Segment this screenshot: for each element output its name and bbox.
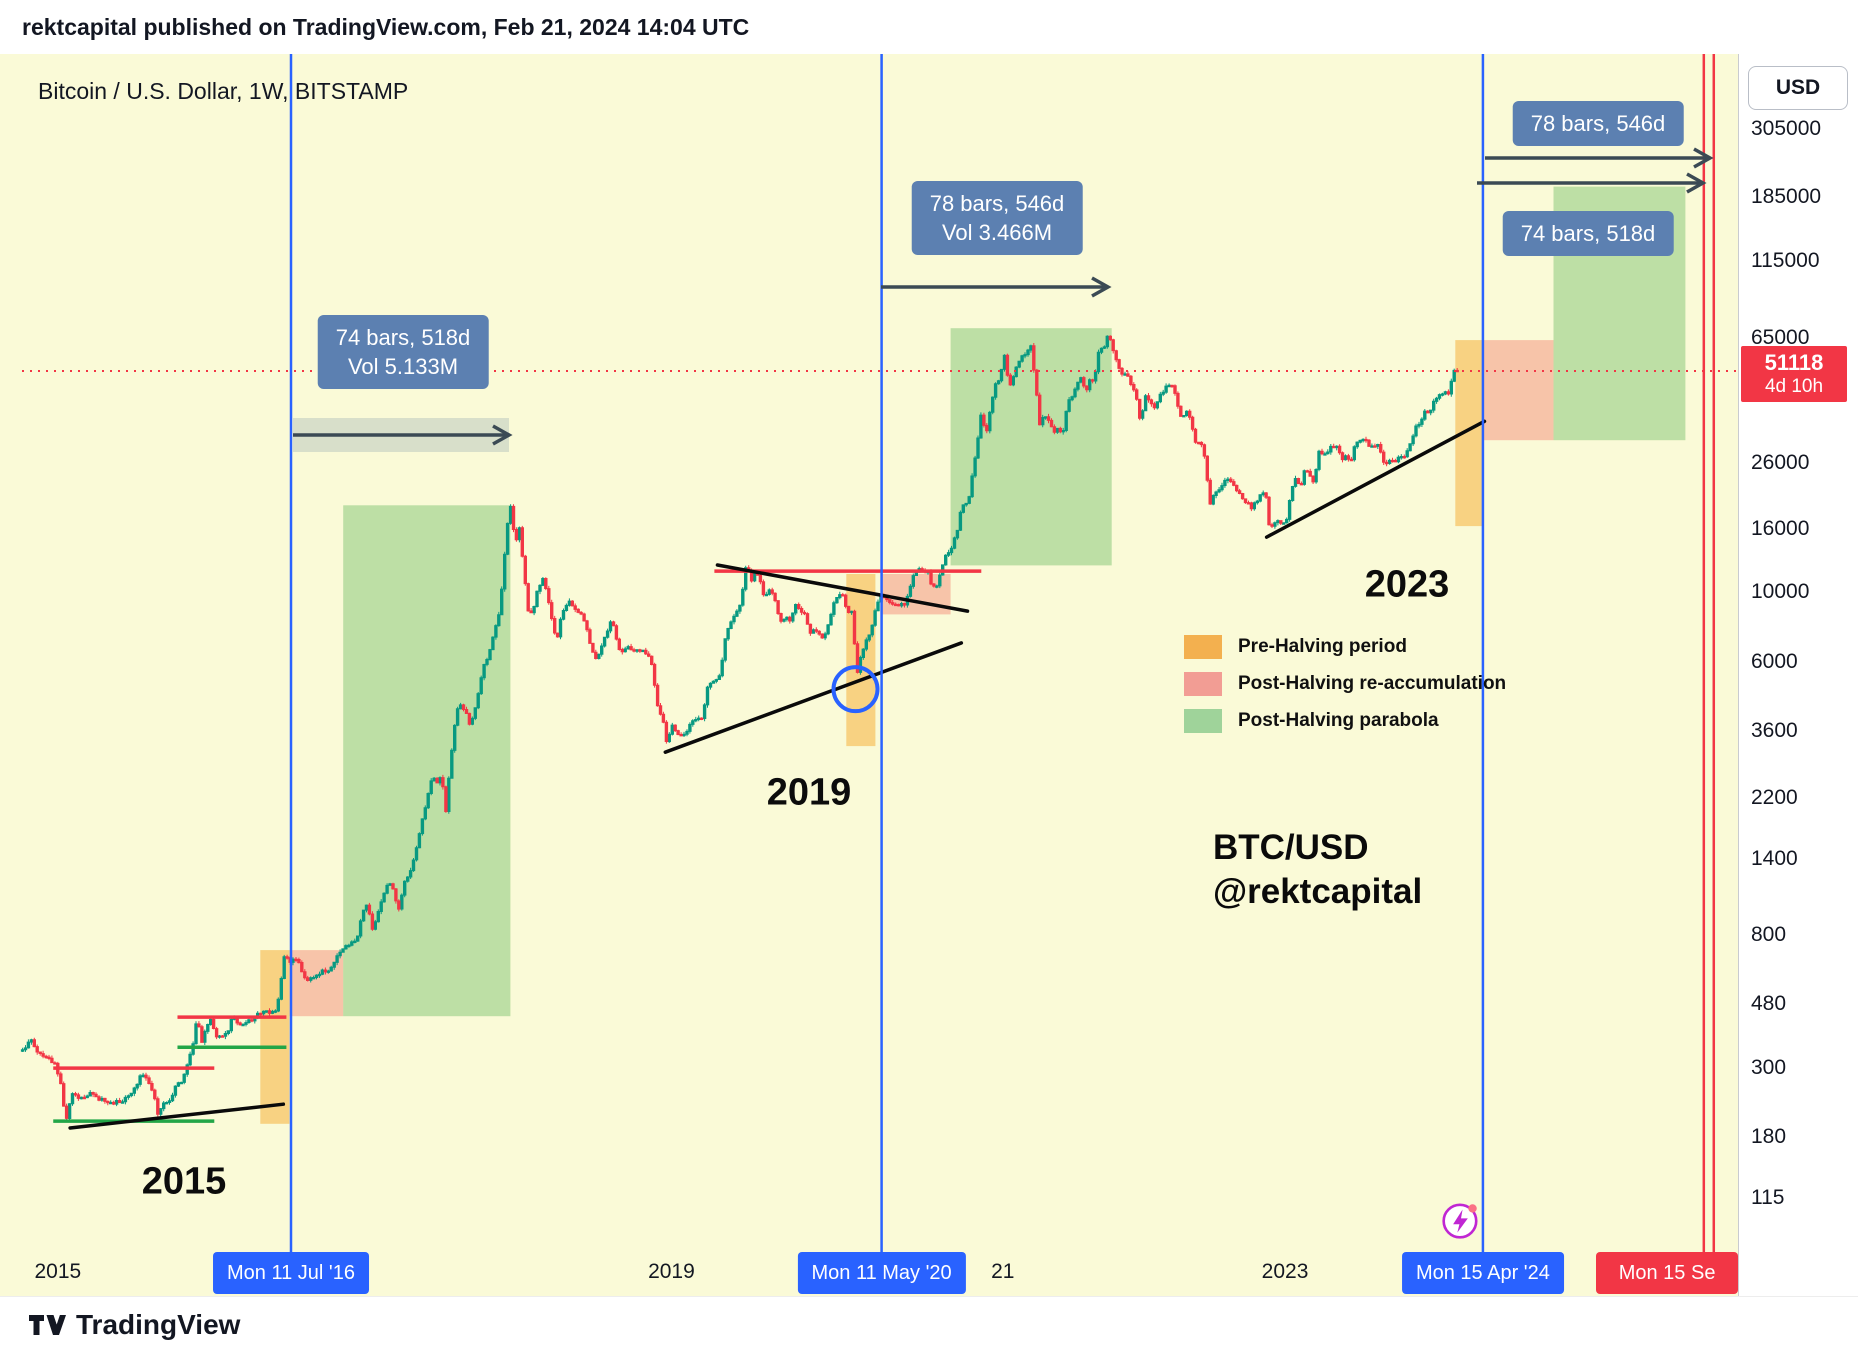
trendline[interactable] [663,641,964,754]
price-axis-label: 1400 [1751,847,1798,871]
price-axis-label: 6000 [1751,649,1798,673]
current-price-value: 51118 [1764,350,1824,376]
measurement-badge-2024-74bars[interactable]: 74 bars, 518d [1502,211,1674,256]
year-annotation-2015: 2015 [141,1160,227,1203]
price-axis-label: 26000 [1751,450,1810,474]
post-halving-parabola-zone [343,505,511,1017]
legend-item-parabola: Post-Halving parabola [1184,707,1506,735]
year-annotation-2023: 2023 [1364,563,1450,606]
price-axis-label: 3600 [1751,719,1798,742]
price-axis-label: 305000 [1751,116,1822,140]
measurement-bars-label: 78 bars, 546d [929,191,1065,216]
price-axis-label: 180 [1751,1125,1787,1149]
measurement-arrow-head [492,424,513,446]
symbol-title: Bitcoin / U.S. Dollar, 1W, BITSTAMP [38,78,409,104]
chart-legend: Pre-Halving period Post-Halving re-accum… [1184,633,1506,744]
time-axis-year-label: 2019 [648,1260,695,1283]
measurement-arrow-head [1686,172,1707,194]
price-axis-label: 16000 [1751,516,1810,540]
measurement-volume-label: Vol 5.133M [347,354,459,379]
price-axis-label: 65000 [1751,326,1810,350]
time-axis-year-label: 2023 [1261,1260,1309,1283]
measurement-arrow-head [1693,147,1714,169]
time-axis-year-label: 21 [991,1260,1015,1283]
measurement-bars-label: 74 bars, 518d [1520,221,1656,246]
trendline[interactable] [715,563,970,613]
halving-date-badge[interactable]: Mon 15 Apr '24 [1401,1252,1564,1294]
trendline[interactable] [68,1102,286,1130]
trendline[interactable] [1264,419,1487,539]
watermark-symbol: BTC/USD [1213,828,1369,867]
price-axis-label: 10000 [1751,580,1810,604]
measurement-bars-label: 74 bars, 518d [335,325,471,350]
legend-swatch-reaccumulation [1184,672,1222,696]
legend-swatch-pre-halving [1184,635,1222,659]
chart-watermark: BTC/USD @rektcapital [1213,826,1422,914]
measurement-badge-2020[interactable]: 78 bars, 546d Vol 3.466M [911,181,1083,255]
candles-up [20,335,1456,1120]
current-price-badge: 51118 4d 10h [1741,346,1847,403]
price-axis-label: 115 [1751,1186,1785,1210]
measurement-volume-label: Vol 3.466M [941,220,1053,245]
publish-info-text: rektcapital published on TradingView.com… [22,13,750,40]
price-axis-label: 185000 [1751,184,1822,208]
projected-date-badge[interactable]: Mon 15 Se [1596,1252,1738,1294]
watermark-handle: @rektcapital [1213,872,1423,911]
tradingview-logo-icon [29,1314,66,1335]
publish-header[interactable]: rektcapital published on TradingView.com… [0,0,1858,54]
measurement-bars-label: 78 bars, 546d [1530,111,1666,136]
legend-label: Post-Halving re-accumulation [1238,673,1507,694]
time-axis-year-label: 2015 [34,1260,82,1283]
legend-label: Post-Halving parabola [1238,710,1439,731]
tradingview-brand-text[interactable]: TradingView [76,1308,241,1340]
bar-countdown: 4d 10h [1764,376,1824,398]
halving-date-badge[interactable]: Mon 11 Jul '16 [213,1252,369,1294]
time-axis[interactable]: 2015 2019 21 2023 Mon 11 Jul '16 Mon 11 May '… [0,1248,1738,1296]
price-axis-label: 2200 [1751,785,1798,809]
measurement-arrow-head [1091,276,1112,298]
currency-toggle-button[interactable]: USD [1748,66,1848,110]
measurement-badge-2016[interactable]: 74 bars, 518d Vol 5.133M [317,315,489,389]
legend-swatch-parabola [1184,709,1222,733]
footer: TradingView [0,1296,1858,1352]
rektcapital-logo-icon [1442,1203,1478,1239]
post-halving-parabola-zone [950,328,1112,566]
price-axis-label: 300 [1751,1056,1787,1080]
halving-date-badge[interactable]: Mon 11 May '20 [797,1252,966,1294]
price-chart-canvas[interactable] [0,54,1738,1296]
price-axis-label: 480 [1751,992,1787,1016]
candles-down [32,335,1459,1120]
price-axis[interactable]: 51118 4d 10h 305000 185000 115000 65000 2600… [1738,54,1858,1296]
post-halving-reaccumulation-zone [1482,340,1554,441]
legend-item-reaccumulation: Post-Halving re-accumulation [1184,670,1506,698]
retest-highlight-circle[interactable] [831,665,880,714]
legend-item-pre-halving: Pre-Halving period [1184,633,1506,661]
price-axis-label: 115000 [1751,249,1820,273]
measurement-badge-2024-78bars[interactable]: 78 bars, 546d [1512,101,1684,146]
year-annotation-2019: 2019 [766,771,852,814]
price-axis-label: 800 [1751,923,1787,947]
legend-label: Pre-Halving period [1238,636,1407,657]
